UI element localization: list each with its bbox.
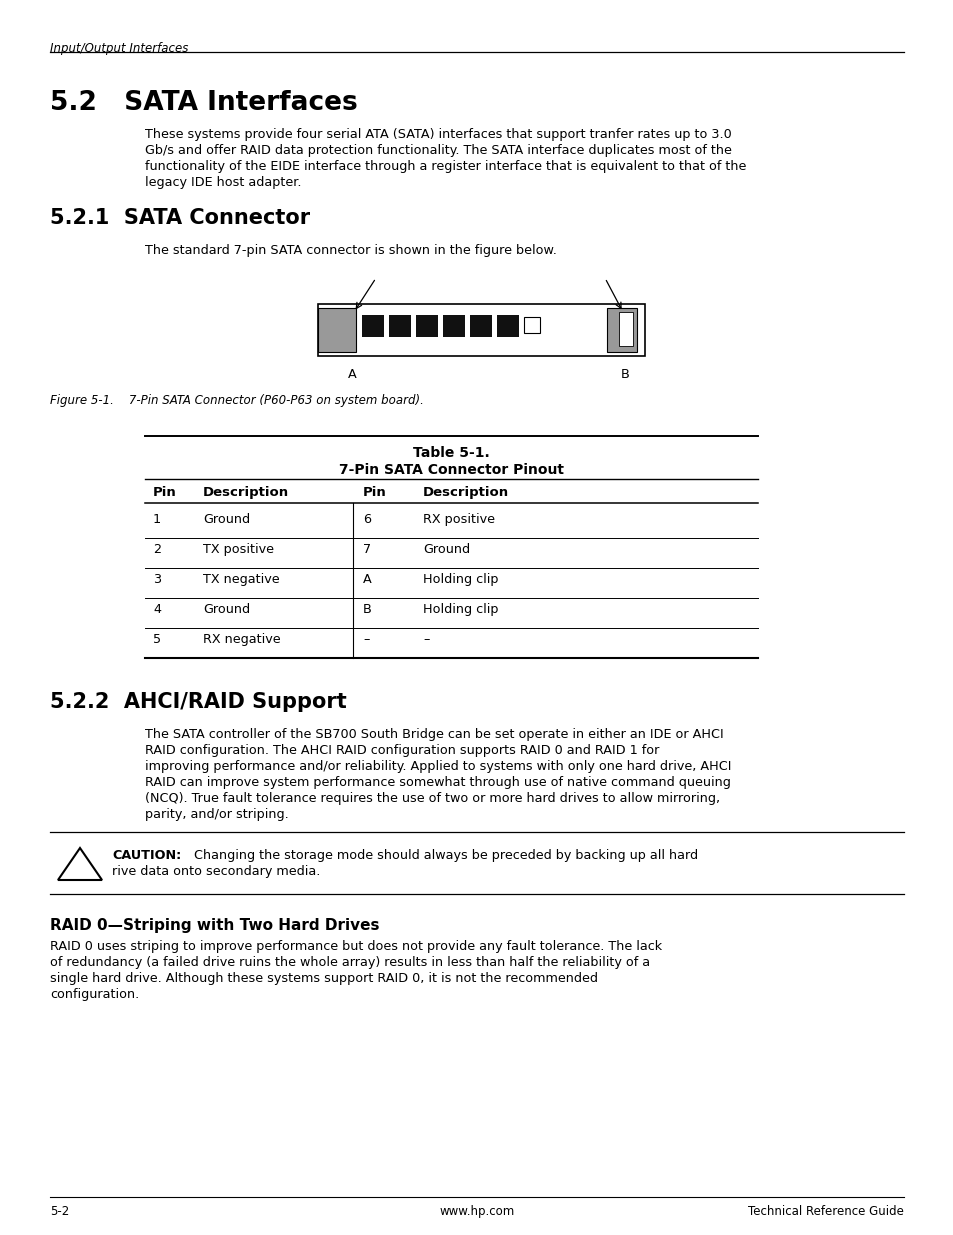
Text: RX negative: RX negative — [203, 634, 280, 646]
Text: 5.2   SATA Interfaces: 5.2 SATA Interfaces — [50, 90, 357, 116]
Text: 3: 3 — [152, 573, 161, 585]
Bar — [317, 308, 355, 352]
Text: Changing the storage mode should always be preceded by backing up all hard: Changing the storage mode should always … — [190, 848, 698, 862]
Text: The standard 7-pin SATA connector is shown in the figure below.: The standard 7-pin SATA connector is sho… — [145, 245, 557, 257]
Bar — [618, 312, 633, 346]
Bar — [470, 315, 492, 337]
Text: Holding clip: Holding clip — [422, 603, 498, 616]
Text: legacy IDE host adapter.: legacy IDE host adapter. — [145, 177, 301, 189]
Text: 6: 6 — [363, 513, 371, 526]
Text: RX positive: RX positive — [422, 513, 495, 526]
Text: Pin: Pin — [363, 487, 386, 499]
Text: rive data onto secondary media.: rive data onto secondary media. — [112, 864, 320, 878]
Text: –: – — [363, 634, 369, 646]
Text: of redundancy (a failed drive ruins the whole array) results in less than half t: of redundancy (a failed drive ruins the … — [50, 956, 649, 969]
Text: 5.2.2  AHCI/RAID Support: 5.2.2 AHCI/RAID Support — [50, 692, 346, 713]
Text: Ground: Ground — [203, 603, 250, 616]
Text: functionality of the EIDE interface through a register interface that is equival: functionality of the EIDE interface thro… — [145, 161, 745, 173]
Bar — [442, 315, 464, 337]
Text: Description: Description — [422, 487, 509, 499]
Text: 7: 7 — [363, 543, 371, 556]
Polygon shape — [58, 848, 102, 881]
Text: Figure 5-1.    7-Pin SATA Connector (P60-P63 on system board).: Figure 5-1. 7-Pin SATA Connector (P60-P6… — [50, 394, 423, 408]
Text: 2: 2 — [152, 543, 161, 556]
Text: www.hp.com: www.hp.com — [439, 1205, 514, 1218]
Text: Gb/s and offer RAID data protection functionality. The SATA interface duplicates: Gb/s and offer RAID data protection func… — [145, 144, 731, 157]
Text: parity, and/or striping.: parity, and/or striping. — [145, 808, 289, 821]
Text: 7-Pin SATA Connector Pinout: 7-Pin SATA Connector Pinout — [338, 463, 563, 477]
Text: 1: 1 — [152, 513, 161, 526]
Text: RAID configuration. The AHCI RAID configuration supports RAID 0 and RAID 1 for: RAID configuration. The AHCI RAID config… — [145, 743, 659, 757]
Text: Ground: Ground — [203, 513, 250, 526]
Text: Ground: Ground — [422, 543, 470, 556]
Text: configuration.: configuration. — [50, 988, 139, 1002]
Text: 4: 4 — [152, 603, 161, 616]
Text: The SATA controller of the SB700 South Bridge can be set operate in either an ID: The SATA controller of the SB700 South B… — [145, 727, 723, 741]
Bar — [497, 315, 518, 337]
Text: TX positive: TX positive — [203, 543, 274, 556]
Text: TX negative: TX negative — [203, 573, 279, 585]
Text: (NCQ). True fault tolerance requires the use of two or more hard drives to allow: (NCQ). True fault tolerance requires the… — [145, 792, 720, 805]
Bar — [416, 315, 437, 337]
Bar — [389, 315, 411, 337]
Text: CAUTION:: CAUTION: — [112, 848, 181, 862]
Text: These systems provide four serial ATA (SATA) interfaces that support tranfer rat: These systems provide four serial ATA (S… — [145, 128, 731, 141]
Text: B: B — [620, 368, 629, 382]
Text: Pin: Pin — [152, 487, 176, 499]
Text: Description: Description — [203, 487, 289, 499]
Bar — [317, 304, 644, 356]
Text: improving performance and/or reliability. Applied to systems with only one hard : improving performance and/or reliability… — [145, 760, 731, 773]
Text: Input/Output Interfaces: Input/Output Interfaces — [50, 42, 188, 56]
Text: RAID 0 uses striping to improve performance but does not provide any fault toler: RAID 0 uses striping to improve performa… — [50, 940, 661, 953]
Text: A: A — [348, 368, 356, 382]
Text: Holding clip: Holding clip — [422, 573, 498, 585]
Bar — [361, 315, 384, 337]
Text: 5-2: 5-2 — [50, 1205, 70, 1218]
Text: Table 5-1.: Table 5-1. — [413, 446, 489, 459]
Text: 5.2.1  SATA Connector: 5.2.1 SATA Connector — [50, 207, 310, 228]
Bar — [523, 317, 539, 333]
Text: single hard drive. Although these systems support RAID 0, it is not the recommen: single hard drive. Although these system… — [50, 972, 598, 986]
Text: –: – — [422, 634, 429, 646]
Bar — [606, 308, 637, 352]
Text: RAID can improve system performance somewhat through use of native command queui: RAID can improve system performance some… — [145, 776, 730, 789]
Text: A: A — [363, 573, 372, 585]
Text: 5: 5 — [152, 634, 161, 646]
Text: B: B — [363, 603, 372, 616]
Text: RAID 0—Striping with Two Hard Drives: RAID 0—Striping with Two Hard Drives — [50, 918, 379, 932]
Text: Technical Reference Guide: Technical Reference Guide — [747, 1205, 903, 1218]
